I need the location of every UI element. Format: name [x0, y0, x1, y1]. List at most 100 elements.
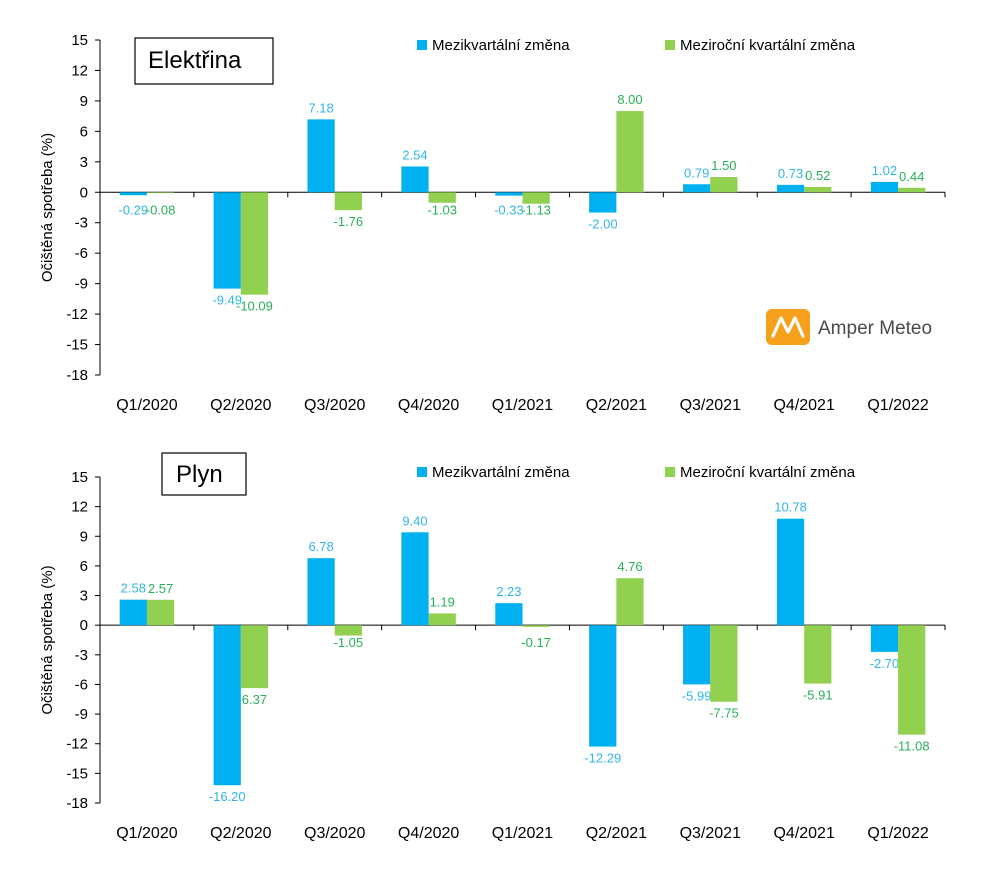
y-tick-label: 3	[80, 154, 88, 171]
amper-meteo-logo-icon	[766, 309, 810, 345]
data-label: 9.40	[402, 513, 427, 528]
chart-panel-elektrina: 15 12 9 6 3 0 -3 -6 -9 -12 -15 -18 -0.29 -9.49 7.18 2.5…	[39, 32, 946, 414]
yoy-bar-Q2/2021	[616, 578, 644, 626]
y-tick-label: 15	[71, 469, 88, 486]
legend-swatch	[417, 467, 427, 477]
y-tick-label: -15	[66, 765, 88, 782]
qoq-bar-Q2/2020	[213, 192, 241, 289]
data-label: -1.05	[334, 635, 364, 650]
qoq-bar-Q1/2021	[495, 603, 523, 626]
yoy-bar-Q2/2021	[616, 111, 644, 193]
qoq-bar-Q2/2021	[589, 192, 617, 213]
data-label: -0.08	[146, 202, 176, 217]
yoy-bar-Q2/2020	[240, 192, 269, 295]
data-label: 2.58	[121, 581, 146, 596]
yoy-bar-Q1/2021	[522, 192, 550, 204]
x-category-label: Q4/2020	[398, 397, 459, 414]
y-tick-label: -6	[75, 676, 88, 693]
x-category-label: Q2/2020	[210, 397, 271, 414]
x-category-label: Q1/2020	[116, 397, 177, 414]
y-tick-label: -12	[66, 306, 88, 323]
x-category-label: Q3/2021	[680, 397, 741, 414]
yoy-bar-Q4/2021	[804, 625, 832, 684]
y-tick-label: -18	[66, 795, 88, 812]
x-category-label: Q3/2021	[680, 825, 741, 842]
y-tick-label: -6	[75, 245, 88, 262]
data-label: 6.37	[242, 692, 267, 707]
yoy-bar-Q1/2020	[146, 192, 175, 194]
qoq-bar-Q4/2020	[401, 166, 429, 193]
yoy-bar-Q1/2022	[898, 187, 926, 193]
yoy-bar-Q4/2020	[428, 613, 456, 626]
y-tick-label: 12	[71, 499, 88, 516]
y-tick-label: 6	[80, 123, 88, 140]
data-label: -1.03	[427, 202, 457, 217]
data-label: 2.54	[402, 147, 427, 162]
chart-title: Elektřina	[148, 47, 242, 74]
qoq-bar-Q3/2021	[683, 184, 711, 193]
logo-text: Amper Meteo	[818, 318, 932, 339]
yoy-bar-Q4/2020	[428, 192, 456, 203]
yoy-bar-Q3/2020	[334, 192, 362, 211]
data-label: 0.73	[778, 166, 803, 181]
x-category-label: Q3/2020	[304, 825, 365, 842]
x-category-label: Q2/2021	[586, 825, 647, 842]
y-tick-label: 6	[80, 558, 88, 575]
qoq-bar-Q1/2021	[495, 192, 523, 196]
yoy-bar-Q3/2021	[710, 625, 738, 702]
legend-swatch	[665, 40, 675, 50]
x-category-label: Q1/2022	[867, 825, 928, 842]
data-label: -11.08	[894, 739, 930, 754]
qoq-bar-Q2/2021	[589, 625, 617, 747]
data-label: -10.09	[236, 299, 273, 314]
chart-title: Plyn	[176, 461, 223, 488]
y-axis-title: Očištěná spotřeba (%)	[39, 565, 56, 714]
yoy-bar-Q1/2020	[146, 599, 175, 626]
qoq-bar-Q3/2021	[683, 625, 711, 685]
y-tick-label: 9	[80, 93, 88, 110]
data-label: -0.17	[521, 635, 551, 650]
yoy-bar-Q3/2020	[334, 625, 362, 636]
qoq-bar-Q1/2020	[119, 599, 147, 626]
y-axis-title: Očištěná spotřeba (%)	[39, 133, 56, 282]
data-label: -9.49	[212, 293, 242, 308]
data-label: -5.91	[803, 688, 833, 703]
data-label: -2.00	[588, 217, 618, 232]
y-tick-label: -18	[66, 367, 88, 384]
data-label: 0.79	[684, 165, 709, 180]
qoq-bar-Q3/2020	[307, 119, 335, 193]
data-label: -0.33	[494, 202, 524, 217]
legend-label: Mezikvartální změna	[432, 37, 570, 54]
y-tick-label: -9	[75, 706, 88, 723]
y-tick-label: 3	[80, 588, 88, 605]
legend-swatch	[417, 40, 427, 50]
y-tick-label: -3	[75, 647, 88, 664]
data-label: 7.18	[308, 100, 333, 115]
yoy-bar-Q3/2021	[710, 177, 738, 193]
y-tick-label: 0	[80, 617, 88, 634]
x-category-label: Q1/2022	[867, 397, 928, 414]
y-tick-label: 0	[80, 184, 88, 201]
qoq-bar-Q4/2020	[401, 532, 429, 626]
data-label: -1.76	[334, 214, 364, 229]
data-label: 1.19	[430, 594, 455, 609]
qoq-bar-Q3/2020	[307, 558, 335, 626]
y-tick-label: 9	[80, 528, 88, 545]
logo-mountain-glyph	[771, 316, 805, 338]
x-category-label: Q2/2021	[586, 397, 647, 414]
data-label: 1.02	[872, 163, 897, 178]
yoy-bar-Q1/2021	[522, 625, 550, 627]
data-label: -0.29	[119, 202, 149, 217]
data-label: -1.13	[521, 202, 551, 217]
legend-label: Meziroční kvartální změna	[680, 464, 856, 481]
x-category-label: Q1/2021	[492, 397, 553, 414]
data-label: 0.52	[805, 168, 830, 183]
data-label: 0.44	[899, 169, 924, 184]
x-category-label: Q4/2021	[773, 825, 834, 842]
data-label: -16.20	[209, 789, 246, 804]
data-label: -12.29	[584, 751, 621, 766]
qoq-bar-Q4/2021	[776, 184, 805, 193]
chart-title-box	[161, 452, 247, 496]
qoq-bar-Q4/2021	[776, 518, 805, 626]
